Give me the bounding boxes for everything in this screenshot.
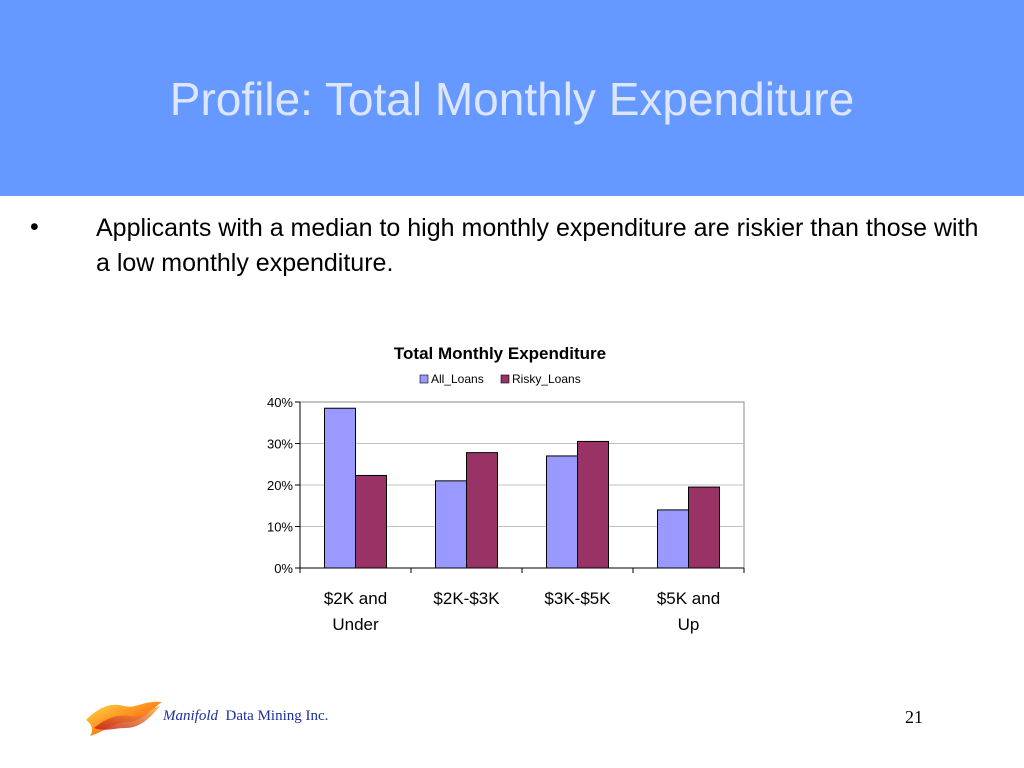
x-tick-label: $5K and [657,589,720,608]
x-tick-label: Up [678,615,700,634]
bar [546,455,578,569]
x-tick-label: $2K-$3K [433,589,500,608]
bar [657,509,689,569]
y-tick-label: 30% [267,437,293,452]
x-tick-label: $3K-$5K [544,589,611,608]
legend-label: Risky_Loans [512,372,581,386]
slide-header: Profile: Total Monthly Expenditure [0,0,1024,196]
y-tick-label: 20% [267,478,293,493]
slide-title: Profile: Total Monthly Expenditure [169,73,855,125]
y-tick-label: 40% [267,395,293,410]
page-number: 21 [905,707,923,727]
bar [355,474,387,569]
bullet-marker: • [30,213,39,241]
brand-rest: Data Mining Inc. [225,708,329,724]
bar [688,486,720,569]
y-tick-label: 0% [274,561,293,576]
bullet-text: Applicants with a median to high monthly… [96,214,979,277]
chart-title: Total Monthly Expenditure [394,344,606,363]
brand-name: Manifold Data Mining Inc. [163,708,328,725]
x-tick-label: $2K and [324,589,387,608]
expenditure-bar-chart: Total Monthly Expenditure All_Loans Risky_… [267,344,745,634]
legend-swatch [500,374,510,384]
manifold-logo-icon [86,701,162,736]
bar [577,440,609,569]
bar [435,480,467,569]
x-tick-label: Under [332,615,379,634]
legend-swatch [419,374,429,384]
legend-label: All_Loans [431,372,484,386]
brand-italic: Manifold [163,708,218,724]
y-tick-label: 10% [267,520,293,535]
bar [466,452,498,569]
bar [324,407,356,569]
